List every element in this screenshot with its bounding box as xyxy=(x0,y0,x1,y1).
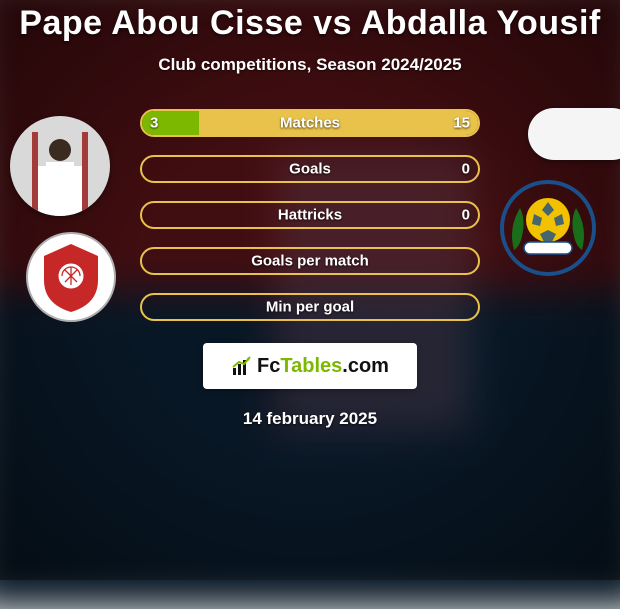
stat-label: Matches xyxy=(280,115,340,132)
brand-text: FcTables.com xyxy=(257,355,389,378)
brand-suffix: .com xyxy=(342,355,389,377)
stat-label: Goals per match xyxy=(251,253,369,270)
brand-chart-icon xyxy=(231,355,253,377)
stat-row: Goals 0 xyxy=(140,155,480,183)
stat-row: Goals per match xyxy=(140,247,480,275)
stat-label: Hattricks xyxy=(278,207,342,224)
stat-value-left: 3 xyxy=(150,115,158,132)
stat-row: Min per goal xyxy=(140,293,480,321)
brand-accent: Tables xyxy=(280,355,342,377)
subtitle: Club competitions, Season 2024/2025 xyxy=(0,55,620,75)
stat-row: Matches 3 15 xyxy=(140,109,480,137)
brand-logo: FcTables.com xyxy=(203,343,417,389)
comparison-date: 14 february 2025 xyxy=(0,409,620,429)
stats-container: Matches 3 15 Goals 0 Hattricks 0 Goals per matc… xyxy=(140,109,480,321)
page-title: Pape Abou Cisse vs Abdalla Yousif xyxy=(0,4,620,43)
stat-value-right: 0 xyxy=(462,207,470,224)
stat-row: Hattricks 0 xyxy=(140,201,480,229)
stat-value-right: 15 xyxy=(453,115,470,132)
stat-value-right: 0 xyxy=(462,161,470,178)
stat-label: Min per goal xyxy=(266,299,354,316)
stat-label: Goals xyxy=(289,161,331,178)
brand-prefix: Fc xyxy=(257,355,280,377)
